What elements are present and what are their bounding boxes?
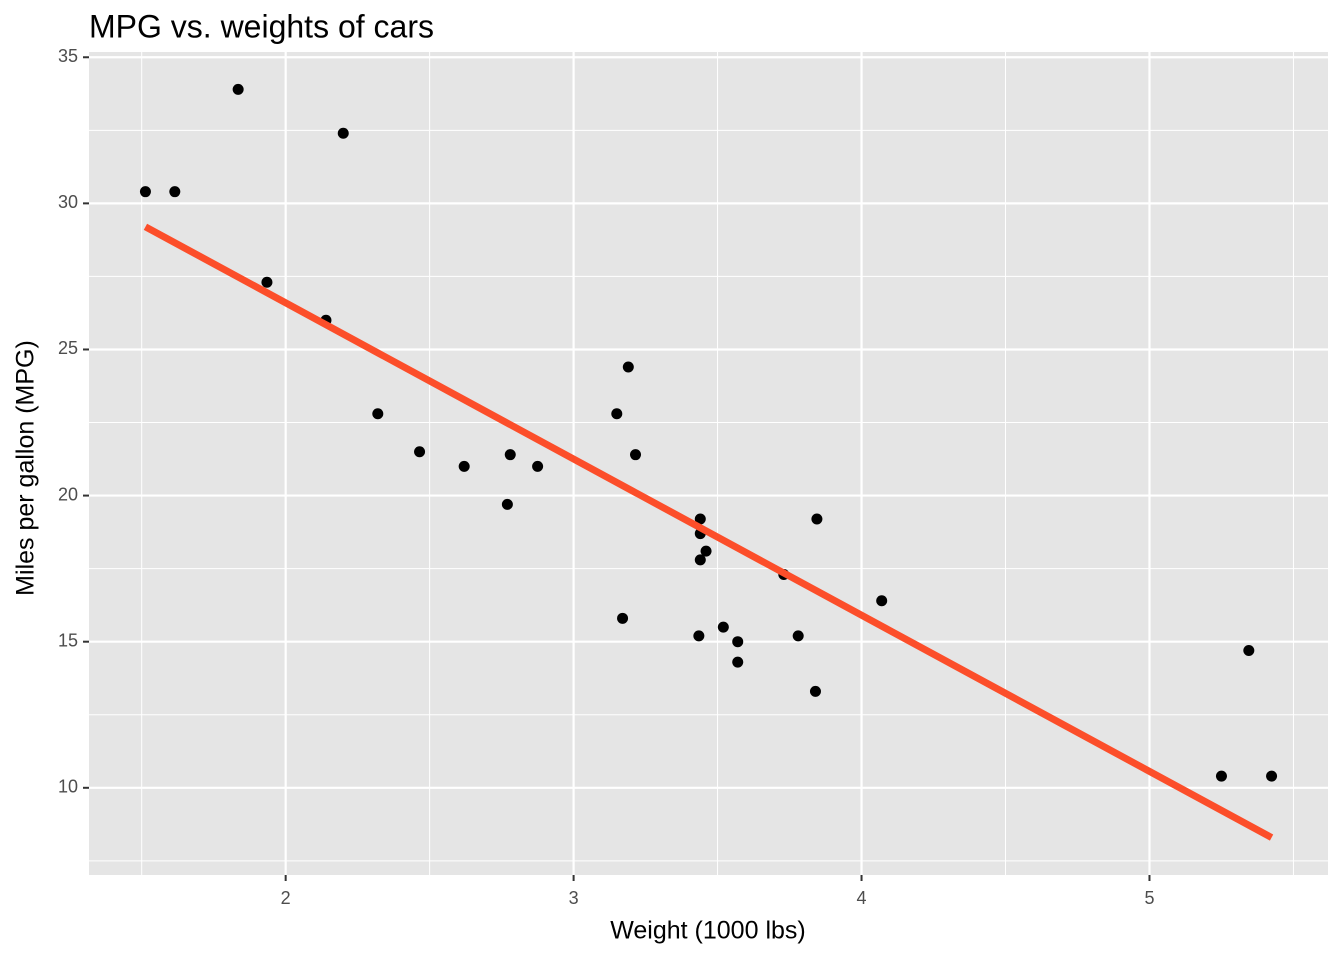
point [261, 276, 273, 288]
point [414, 446, 426, 458]
point [1266, 770, 1278, 782]
point [792, 630, 804, 642]
y-tick-label: 20 [58, 484, 78, 504]
point [617, 612, 629, 624]
point [694, 513, 706, 525]
y-tick-label: 25 [58, 338, 78, 358]
y-tick-label: 10 [58, 777, 78, 797]
chart-title: MPG vs. weights of cars [89, 8, 434, 44]
point [700, 545, 712, 557]
panel [89, 52, 1328, 875]
point [809, 685, 821, 697]
point [694, 554, 706, 566]
x-tick-label: 4 [857, 888, 867, 908]
point [876, 595, 888, 607]
point [232, 83, 244, 95]
point [630, 449, 642, 461]
point [611, 408, 623, 420]
point [717, 621, 729, 633]
x-tick-label: 2 [281, 888, 291, 908]
x-axis-title: Weight (1000 lbs) [610, 917, 805, 945]
point [732, 656, 744, 668]
point [1243, 644, 1255, 656]
point [532, 460, 544, 472]
point [501, 498, 513, 510]
point [504, 449, 516, 461]
point [169, 186, 181, 198]
point [811, 513, 823, 525]
point [139, 186, 151, 198]
x-tick-label: 3 [569, 888, 579, 908]
y-tick-label: 30 [58, 192, 78, 212]
y-tick-label: 15 [58, 630, 78, 650]
point [337, 127, 349, 139]
point [372, 408, 384, 420]
point [1215, 770, 1227, 782]
fit-line [143, 223, 1274, 841]
point [693, 630, 705, 642]
y-axis-title: Miles per gallon (MPG) [12, 340, 40, 596]
point [458, 460, 470, 472]
point [732, 636, 744, 648]
grid [89, 52, 1328, 875]
x-tick-label: 5 [1144, 888, 1154, 908]
point [622, 361, 634, 373]
y-tick-label: 35 [58, 46, 78, 66]
